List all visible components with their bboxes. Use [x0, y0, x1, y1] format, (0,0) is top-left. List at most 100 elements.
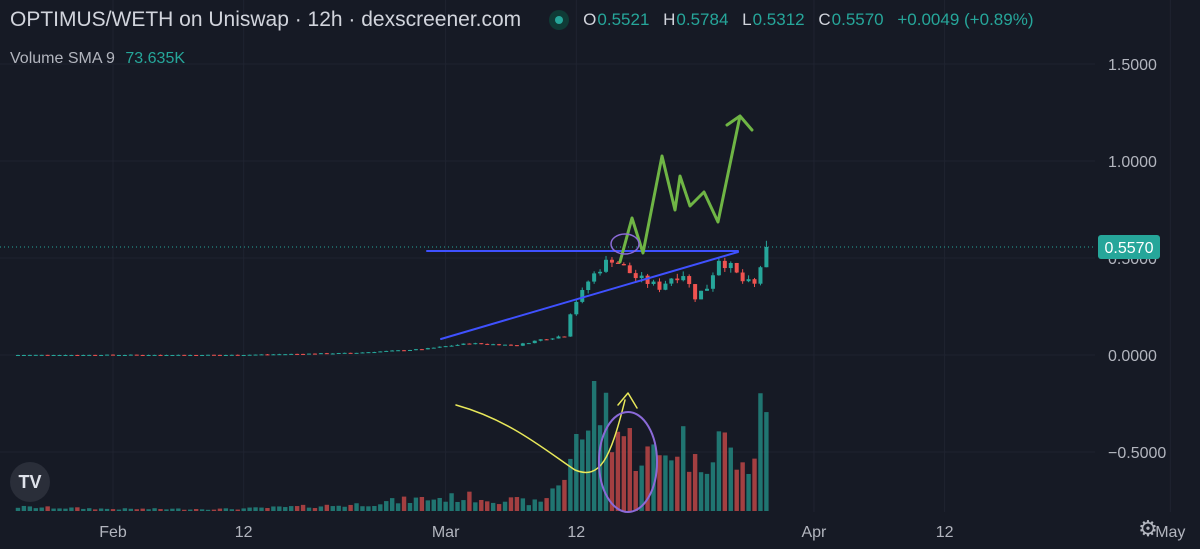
candle-body — [609, 259, 614, 263]
tradingview-logo[interactable]: TV — [10, 462, 50, 502]
symbol-title[interactable]: OPTIMUS/WETH on Uniswap · 12h · dexscree… — [10, 8, 522, 31]
candle-body — [764, 246, 769, 268]
volume-label[interactable]: Volume SMA 9 — [10, 50, 115, 67]
volume-bar — [645, 446, 650, 511]
candle-body — [645, 275, 650, 284]
volume-bar — [104, 508, 110, 511]
volume-bar — [134, 509, 139, 511]
volume-bar — [425, 500, 431, 511]
volume-bar — [485, 501, 490, 511]
volume-bar — [300, 504, 306, 511]
volume-bar — [722, 432, 728, 511]
volume-bar — [75, 507, 80, 511]
candle-body — [550, 338, 555, 340]
candle-body — [194, 354, 199, 356]
current-price-label: 0.5570 — [1105, 240, 1154, 257]
volume-bar — [229, 509, 234, 511]
candle-body — [639, 275, 644, 279]
volume-bar — [384, 501, 389, 511]
candle-body — [503, 344, 508, 346]
volume-bar — [45, 506, 50, 511]
candle-body — [283, 354, 288, 356]
volume-trend-arrow — [455, 392, 638, 474]
x-tick-label: Mar — [432, 524, 460, 541]
volume-bar — [146, 509, 151, 511]
volume-bar — [520, 498, 526, 511]
volume-bar — [354, 503, 359, 511]
candle-body — [206, 354, 211, 356]
volume-highlight-circle — [598, 411, 658, 513]
volume-bar — [764, 412, 769, 511]
candle-body — [63, 355, 68, 356]
candle-body — [111, 354, 115, 356]
volume-bar — [63, 508, 68, 511]
candle-body — [247, 354, 252, 356]
volume-bar — [401, 496, 407, 511]
volume-bar — [283, 507, 288, 511]
candle-body — [253, 354, 258, 356]
volume-bar — [277, 506, 282, 511]
candle-body — [467, 343, 472, 345]
volume-bar — [152, 508, 157, 511]
candle-body — [657, 281, 662, 290]
volume-bar — [615, 431, 621, 511]
candle-body — [223, 355, 228, 356]
volume-bar — [580, 439, 585, 511]
volume-bar — [158, 509, 163, 511]
volume-bar — [467, 491, 472, 511]
candle-body — [93, 354, 98, 356]
volume-bar — [389, 498, 395, 511]
candle-body — [455, 344, 460, 346]
candle-body — [354, 352, 359, 354]
candle-body — [39, 354, 44, 356]
high-label: H — [663, 10, 676, 29]
candle-body — [473, 343, 478, 345]
candle-body — [211, 354, 216, 356]
candles-group — [15, 240, 769, 356]
volume-bar — [330, 506, 335, 511]
volume-bar — [568, 458, 573, 511]
volume-bar — [193, 509, 199, 511]
candle-body — [443, 346, 448, 348]
volume-bar — [603, 392, 609, 511]
candle-body — [176, 354, 181, 356]
candle-body — [532, 340, 537, 344]
x-tick-label: May — [1155, 524, 1185, 541]
volume-bar — [348, 504, 353, 511]
candle-body — [562, 336, 567, 338]
volume-bar — [33, 508, 38, 511]
volume-bar — [663, 455, 668, 511]
volume-bar — [312, 508, 318, 511]
candle-body — [633, 273, 638, 279]
volume-bar — [526, 505, 531, 511]
candle-body — [752, 279, 757, 284]
volume-bar — [544, 498, 549, 511]
candle-body — [146, 355, 151, 356]
candle-body — [425, 348, 430, 350]
current-price-badge — [1098, 234, 1160, 259]
gear-icon[interactable]: ⚙ — [1138, 516, 1158, 541]
candle-body — [188, 354, 193, 356]
candle-body — [586, 281, 591, 291]
candle-body — [627, 265, 632, 274]
volume-bar — [686, 471, 692, 511]
y-tick-label: 1.5000 — [1108, 57, 1157, 74]
candle-body — [27, 354, 32, 356]
candle-body — [491, 344, 496, 346]
candle-body — [51, 355, 56, 356]
volume-bar — [164, 509, 169, 511]
volume-bar — [265, 508, 270, 511]
candle-body — [81, 355, 86, 356]
candle-body — [170, 355, 175, 356]
candle-body — [307, 353, 312, 355]
candle-body — [479, 343, 484, 345]
candle-body — [99, 355, 104, 356]
y-tick-label: −0.5000 — [1108, 445, 1166, 462]
volume-bar — [21, 505, 27, 511]
volume-bar — [431, 499, 436, 511]
volume-bar — [170, 508, 175, 511]
open-label: O — [583, 10, 597, 29]
candle-body — [508, 344, 513, 346]
volume-bar — [657, 455, 662, 511]
